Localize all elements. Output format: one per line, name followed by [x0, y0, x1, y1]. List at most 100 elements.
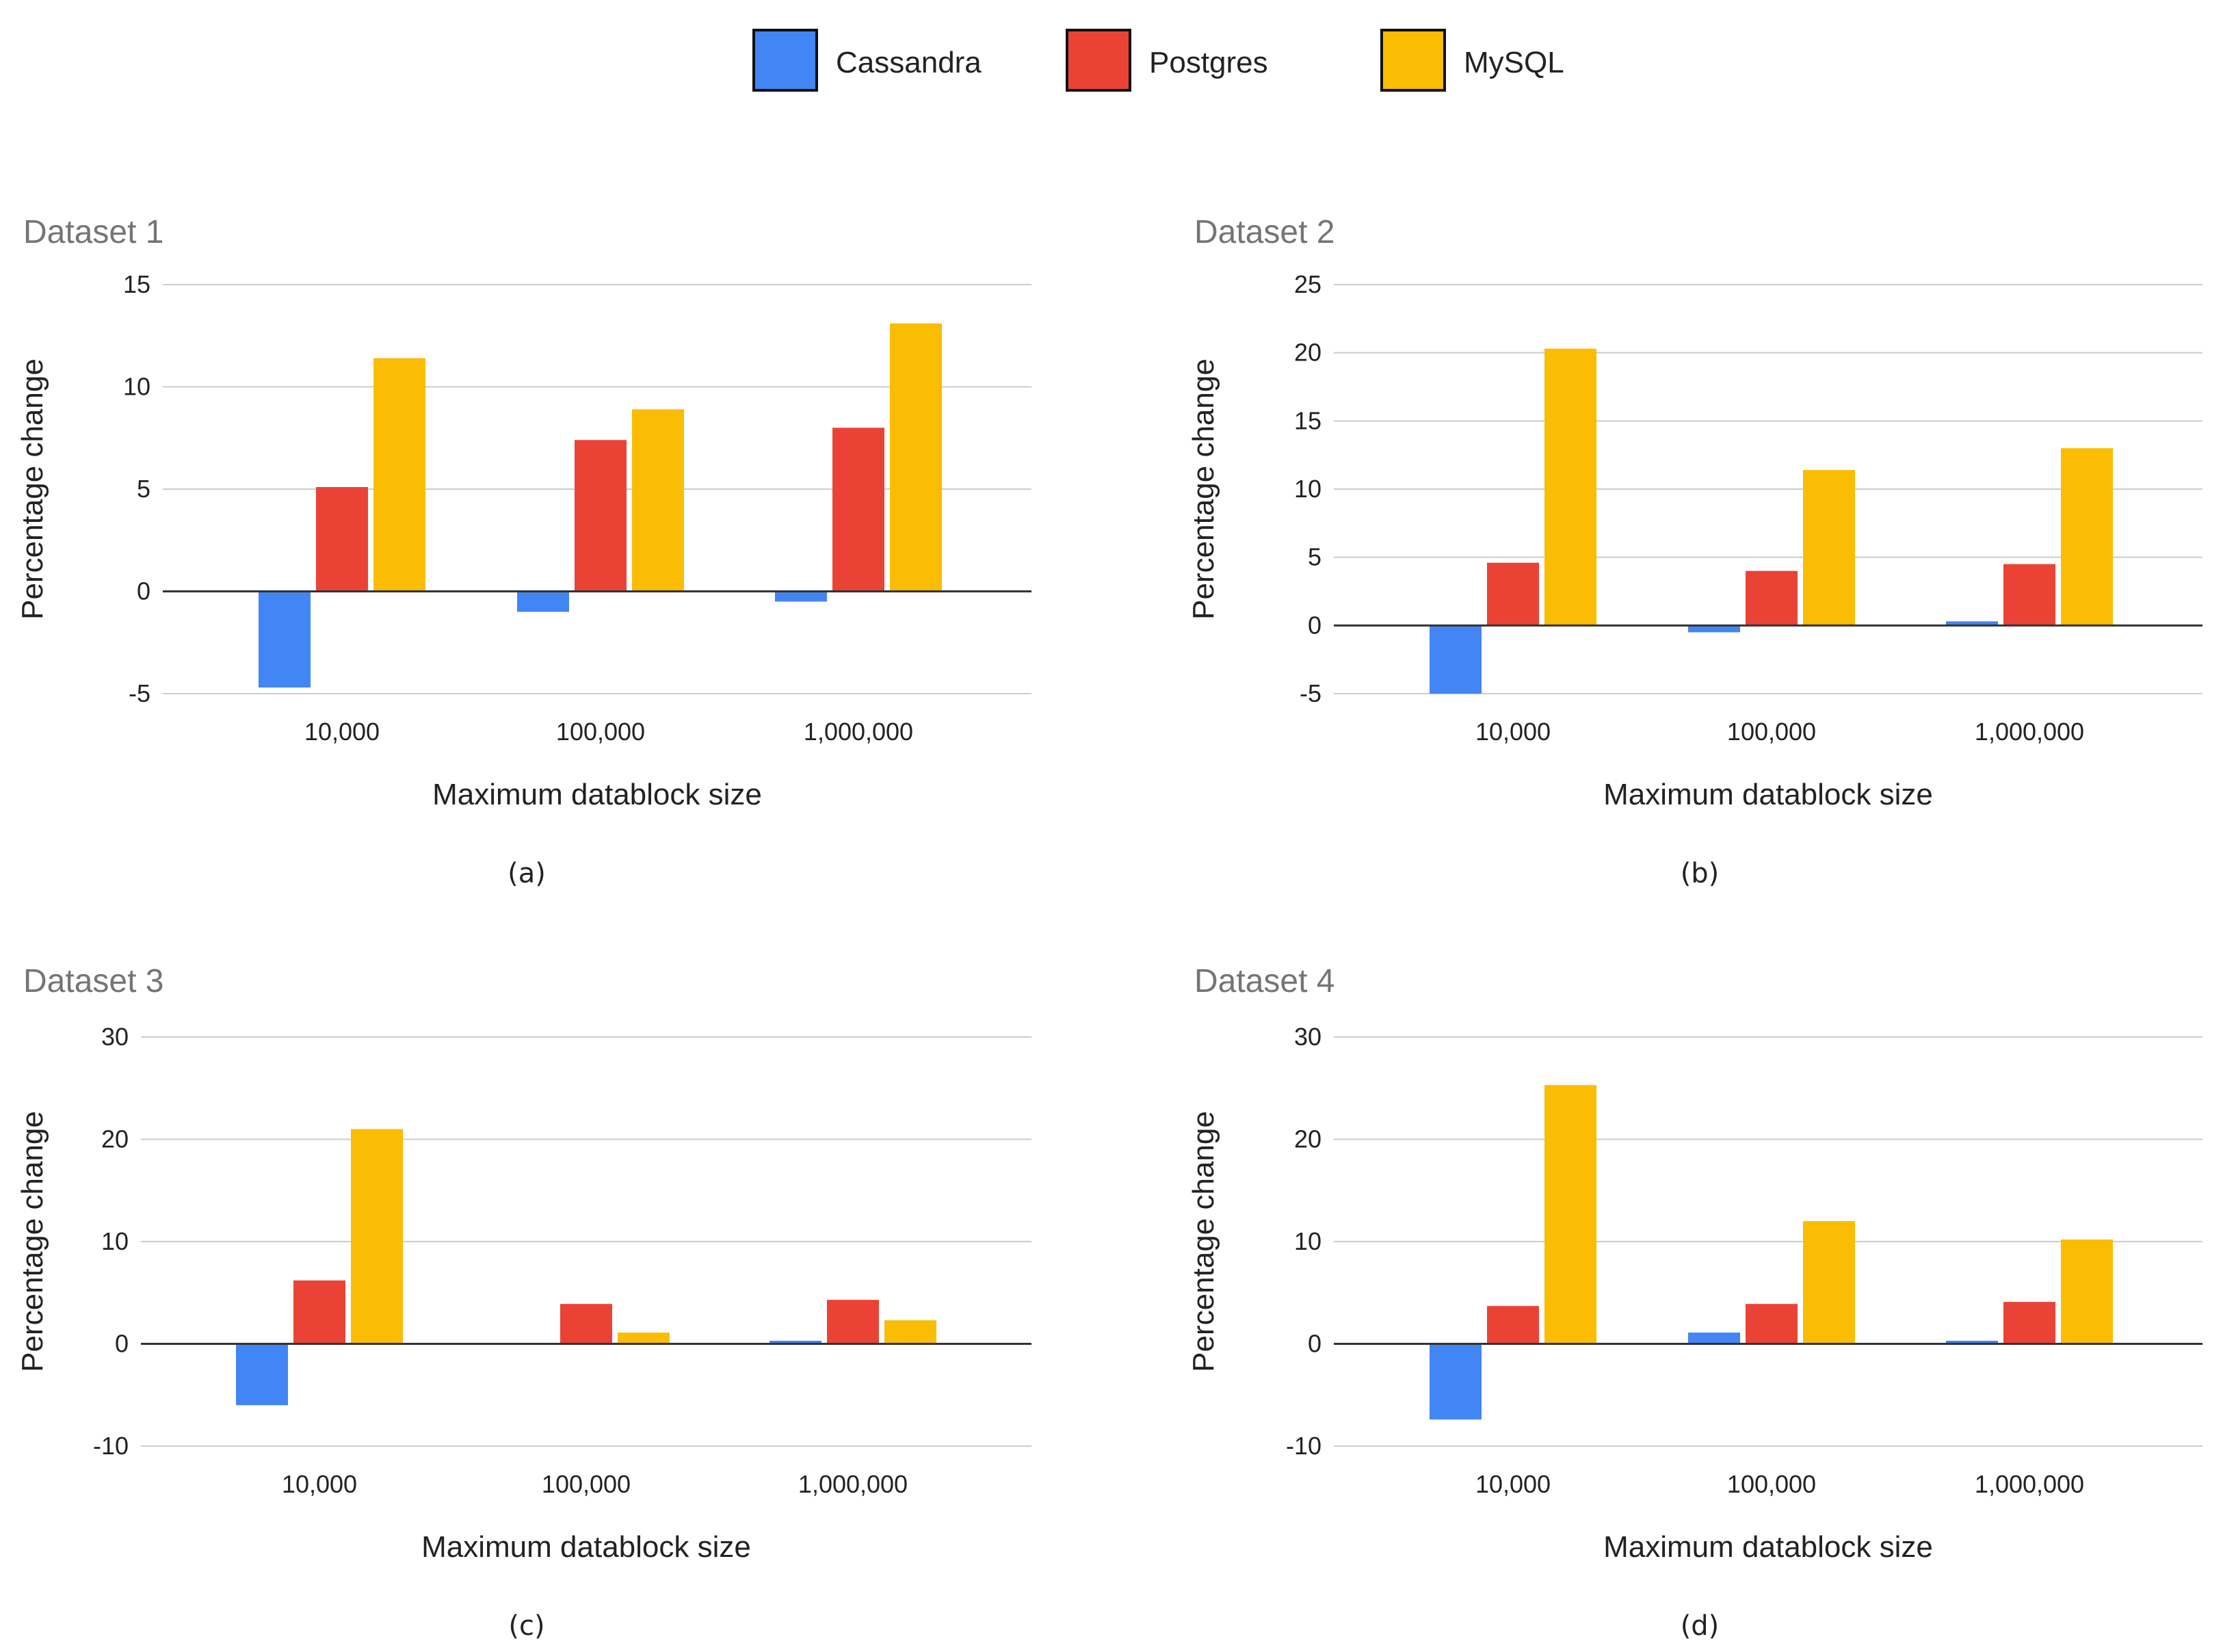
legend-label-mysql: MySQL — [1464, 46, 1564, 79]
bar-postgres-1-000-000 — [2003, 1302, 2055, 1344]
bar-cassandra-10-000 — [1430, 1343, 1482, 1420]
x-tick-label: 10,000 — [1475, 718, 1551, 746]
x-tick-label: 1,000,000 — [804, 718, 913, 746]
y-tick-label: 30 — [1294, 1023, 1321, 1051]
y-tick-label: 20 — [1294, 1125, 1321, 1153]
y-tick-label: 15 — [123, 270, 150, 298]
y-tick-label: 20 — [101, 1125, 129, 1153]
chart-title: Dataset 2 — [1194, 214, 1334, 250]
bar-mysql-10-000 — [1544, 1085, 1596, 1344]
y-tick-label: 10 — [123, 373, 150, 401]
y-tick-label: 0 — [137, 577, 150, 605]
x-tick-label: 100,000 — [1727, 718, 1816, 746]
bar-cassandra-10-000 — [236, 1343, 288, 1406]
bar-mysql-1-000-000 — [890, 323, 942, 592]
bar-postgres-100-000 — [1746, 1304, 1798, 1344]
chart-dataset-1: Dataset 1 15 10 5 0 -5 10,000 100,000 1,000,000 P… — [16, 214, 1031, 889]
chart-title: Dataset 3 — [23, 963, 163, 999]
chart-title: Dataset 4 — [1194, 963, 1334, 999]
y-tick-label: 0 — [1308, 1330, 1321, 1358]
y-tick-label: 10 — [1294, 475, 1321, 503]
y-tick-label: 20 — [1294, 339, 1321, 367]
x-tick-label: 1,000,000 — [1975, 718, 2084, 746]
bar-postgres-1-000-000 — [832, 428, 884, 592]
x-tick-label: 1,000,000 — [1975, 1470, 2084, 1498]
bar-cassandra-10-000 — [1430, 625, 1482, 694]
bar-mysql-100-000 — [618, 1333, 670, 1344]
y-axis-label: Percentage change — [1187, 358, 1220, 620]
y-tick-label: 5 — [137, 475, 150, 503]
chart-title: Dataset 1 — [23, 214, 163, 250]
x-axis-label: Maximum datablock size — [1603, 1530, 1933, 1564]
chart-caption: (a) — [508, 858, 546, 889]
bar-cassandra-1-000-000 — [1946, 1341, 1998, 1344]
bar-postgres-10-000 — [316, 487, 368, 592]
bar-cassandra-100-000 — [1688, 625, 1740, 633]
y-tick-label: 10 — [101, 1227, 129, 1255]
y-tick-label: 5 — [1308, 543, 1321, 571]
y-axis-label: Percentage change — [1187, 1111, 1220, 1372]
legend-item-mysql: MySQL — [1380, 29, 1564, 92]
chart-caption: (d) — [1681, 1610, 1720, 1642]
bar-mysql-10-000 — [1544, 348, 1596, 626]
bar-mysql-10-000 — [373, 358, 425, 592]
bar-mysql-1-000-000 — [884, 1320, 936, 1344]
x-axis-label: Maximum datablock size — [1603, 778, 1933, 811]
bar-cassandra-1-000-000 — [770, 1341, 821, 1344]
bar-cassandra-1-000-000 — [1946, 621, 1998, 626]
x-tick-label: 100,000 — [556, 718, 645, 746]
y-axis-label: Percentage change — [16, 1111, 49, 1372]
bar-postgres-10-000 — [293, 1280, 345, 1344]
bar-postgres-100-000 — [575, 440, 627, 592]
legend: Cassandra Postgres MySQL — [752, 29, 1564, 92]
chart-caption: (c) — [508, 1610, 544, 1642]
legend-swatch-mysql — [1380, 29, 1446, 92]
bar-mysql-1-000-000 — [2061, 448, 2113, 626]
x-axis-label: Maximum datablock size — [421, 1530, 751, 1564]
y-tick-label: 0 — [115, 1330, 129, 1358]
chart-dataset-2: Dataset 2 25 20 15 10 5 0 -5 10,000 100,000 1,000,… — [1187, 214, 2202, 889]
bar-postgres-100-000 — [560, 1304, 612, 1344]
bar-cassandra-1-000-000 — [775, 591, 827, 602]
bar-postgres-1-000-000 — [2003, 564, 2055, 626]
y-axis-label: Percentage change — [16, 358, 49, 620]
y-tick-label: 10 — [1294, 1227, 1321, 1255]
bar-mysql-100-000 — [1803, 1221, 1855, 1344]
bar-mysql-10-000 — [351, 1129, 403, 1344]
y-tick-label: -10 — [93, 1432, 129, 1460]
bar-cassandra-100-000 — [1688, 1333, 1740, 1344]
y-tick-label: 30 — [101, 1023, 129, 1051]
bar-mysql-100-000 — [632, 409, 684, 592]
legend-item-cassandra: Cassandra — [752, 29, 982, 92]
bar-cassandra-100-000 — [517, 591, 569, 612]
y-tick-label: 25 — [1294, 270, 1321, 298]
y-tick-label: -5 — [1300, 679, 1321, 707]
bar-mysql-1-000-000 — [2061, 1240, 2113, 1344]
bar-cassandra-10-000 — [259, 591, 311, 688]
x-axis-label: Maximum datablock size — [432, 778, 762, 811]
chart-dataset-3: Dataset 3 30 20 10 0 -10 10,000 100,000 1,000,00… — [16, 963, 1031, 1642]
bar-postgres-1-000-000 — [827, 1300, 879, 1344]
bar-postgres-10-000 — [1487, 562, 1539, 626]
y-tick-label: 15 — [1294, 406, 1321, 434]
y-tick-label: -10 — [1286, 1432, 1321, 1460]
chart-caption: (b) — [1681, 858, 1720, 889]
bar-postgres-100-000 — [1746, 571, 1798, 626]
bar-mysql-100-000 — [1803, 470, 1855, 626]
x-tick-label: 10,000 — [282, 1470, 357, 1498]
x-tick-label: 10,000 — [304, 718, 380, 746]
legend-swatch-cassandra — [752, 29, 818, 92]
legend-swatch-postgres — [1066, 29, 1131, 92]
chart-dataset-4: Dataset 4 30 20 10 0 -10 10,000 100,000 1,000,00… — [1187, 963, 2202, 1642]
x-tick-label: 1,000,000 — [798, 1470, 908, 1498]
legend-label-cassandra: Cassandra — [836, 46, 982, 79]
charts: Dataset 1 15 10 5 0 -5 10,000 100,000 1,000,000 P… — [16, 214, 2202, 1642]
x-tick-label: 10,000 — [1475, 1470, 1551, 1498]
legend-item-postgres: Postgres — [1066, 29, 1268, 92]
x-tick-label: 100,000 — [542, 1470, 631, 1498]
bar-postgres-10-000 — [1487, 1306, 1539, 1344]
y-tick-label: 0 — [1308, 611, 1321, 639]
x-tick-label: 100,000 — [1727, 1470, 1816, 1498]
y-tick-label: -5 — [129, 679, 150, 707]
